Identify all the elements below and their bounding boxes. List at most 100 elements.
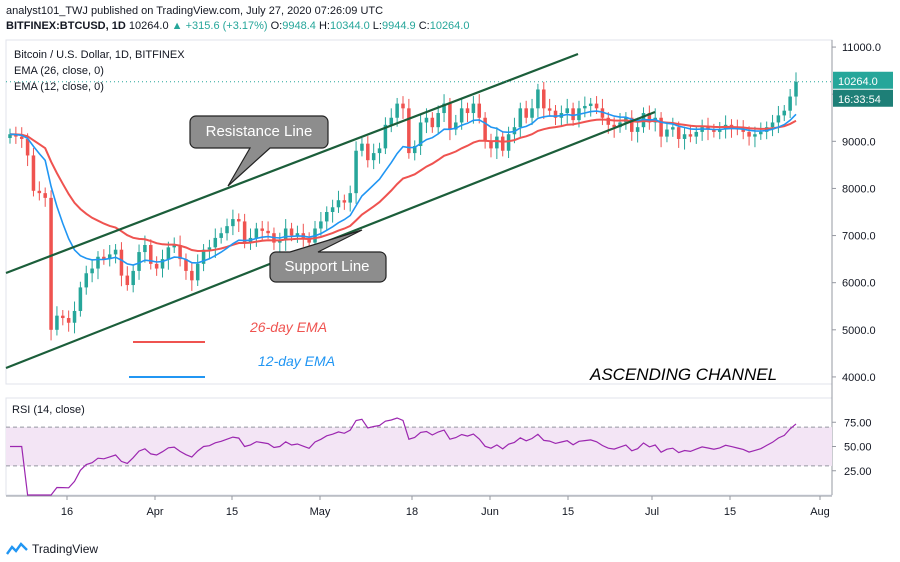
candle-body — [237, 219, 241, 222]
candle-body — [459, 108, 464, 123]
candle-body — [401, 103, 405, 109]
candle-body — [31, 155, 36, 191]
publish-info: analyst101_TWJ published on TradingView.… — [6, 5, 384, 17]
high-label: H: — [318, 20, 330, 32]
candle-body — [753, 134, 757, 137]
time-tick-label: Apr — [146, 506, 163, 518]
candle-body — [184, 259, 188, 271]
candle-body — [571, 108, 575, 121]
candle-body — [154, 263, 159, 269]
candle-body — [612, 124, 616, 128]
candle-body — [606, 117, 611, 125]
candle-body — [61, 315, 65, 319]
candle-body — [659, 117, 663, 137]
price-tick-label: 11000.0 — [842, 42, 881, 54]
candle-body — [518, 108, 523, 128]
candle-body — [260, 228, 264, 231]
last-price-tag — [833, 71, 893, 89]
resistance-callout-box — [189, 115, 329, 187]
candle-body — [172, 244, 176, 248]
candle-body — [424, 117, 429, 123]
candle-body — [43, 193, 47, 198]
last-price: 10264.0 — [128, 20, 169, 32]
time-tick-label: 18 — [406, 506, 418, 518]
countdown-tag-label: 16:33:54 — [838, 94, 881, 106]
candle-body — [495, 136, 499, 149]
low-value: 9944.9 — [381, 20, 416, 32]
candle-body — [266, 230, 270, 234]
candle-body — [8, 134, 12, 139]
candle-body — [770, 122, 775, 128]
candle-body — [336, 200, 341, 208]
candle-body — [747, 131, 751, 137]
time-tick-label: 16 — [61, 506, 73, 518]
candle-body — [342, 200, 347, 203]
candle-body — [219, 233, 223, 238]
price-tick-label: 8000.0 — [842, 183, 876, 195]
price-change: ▲ +315.6 (+3.17%) — [171, 20, 268, 32]
candle-body — [489, 141, 493, 149]
low-label: L: — [372, 20, 382, 32]
candle-body — [49, 197, 53, 330]
candle-body — [37, 190, 42, 194]
candle-body — [377, 148, 382, 154]
countdown-tag — [833, 89, 893, 107]
candle-body — [113, 249, 118, 255]
candle-body — [483, 117, 487, 142]
brand-name: TradingView — [32, 542, 99, 556]
candle-body — [682, 134, 687, 139]
candle-body — [436, 113, 440, 128]
candle-body — [665, 129, 669, 137]
price-tick-label: 7000.0 — [842, 231, 876, 243]
candle-body — [448, 103, 452, 130]
candles-group — [8, 72, 798, 341]
candle-body — [741, 129, 745, 132]
candle-body — [242, 221, 247, 243]
ema12-line — [9, 110, 797, 266]
candle-body — [195, 263, 200, 281]
candle-body — [553, 110, 558, 118]
candle-body — [319, 221, 323, 229]
candle-body — [794, 81, 798, 97]
rsi-tick-label: 50.00 — [844, 442, 872, 454]
candle-body — [600, 108, 605, 118]
time-tick-label: May — [310, 506, 331, 518]
support-label: Support Line — [284, 258, 369, 275]
time-tick-label: Jul — [645, 506, 659, 518]
ema26-legend-label: 26-day EMA — [249, 319, 327, 335]
rsi-tick-label: 75.00 — [844, 417, 872, 429]
time-tick-label: 15 — [226, 506, 238, 518]
ema26-indicator-label: EMA (26, close, 0) — [14, 65, 104, 77]
tradingview-brand[interactable]: TradingView — [6, 542, 98, 556]
candle-body — [19, 136, 24, 139]
candle-body — [442, 103, 446, 114]
candle-body — [66, 318, 71, 323]
candle-body — [412, 146, 417, 154]
candle-body — [207, 247, 212, 250]
candle-body — [143, 244, 147, 253]
rsi-line — [10, 417, 797, 496]
candle-body — [131, 270, 135, 286]
price-tick-label: 6000.0 — [842, 278, 876, 290]
candle-body — [166, 247, 171, 260]
candle-body — [759, 131, 763, 135]
tradingview-logo-icon — [6, 542, 28, 555]
candle-body — [178, 244, 182, 260]
resistance-callout — [189, 115, 329, 187]
time-tick-label: 15 — [724, 506, 736, 518]
candle-body — [107, 254, 112, 260]
candle-body — [530, 108, 534, 118]
candle-body — [395, 103, 399, 118]
resistance-channel-line — [5, 52, 579, 275]
candle-body — [630, 117, 634, 132]
price-pane-frame — [5, 39, 833, 385]
open-value: 9948.4 — [282, 20, 316, 32]
candle-body — [536, 89, 540, 109]
candle-body — [776, 115, 781, 123]
support-callout-box — [269, 229, 387, 283]
candle-body — [119, 249, 124, 276]
candle-body — [201, 249, 206, 264]
candle-body — [712, 129, 716, 132]
resistance-label: Resistance Line — [206, 123, 313, 140]
